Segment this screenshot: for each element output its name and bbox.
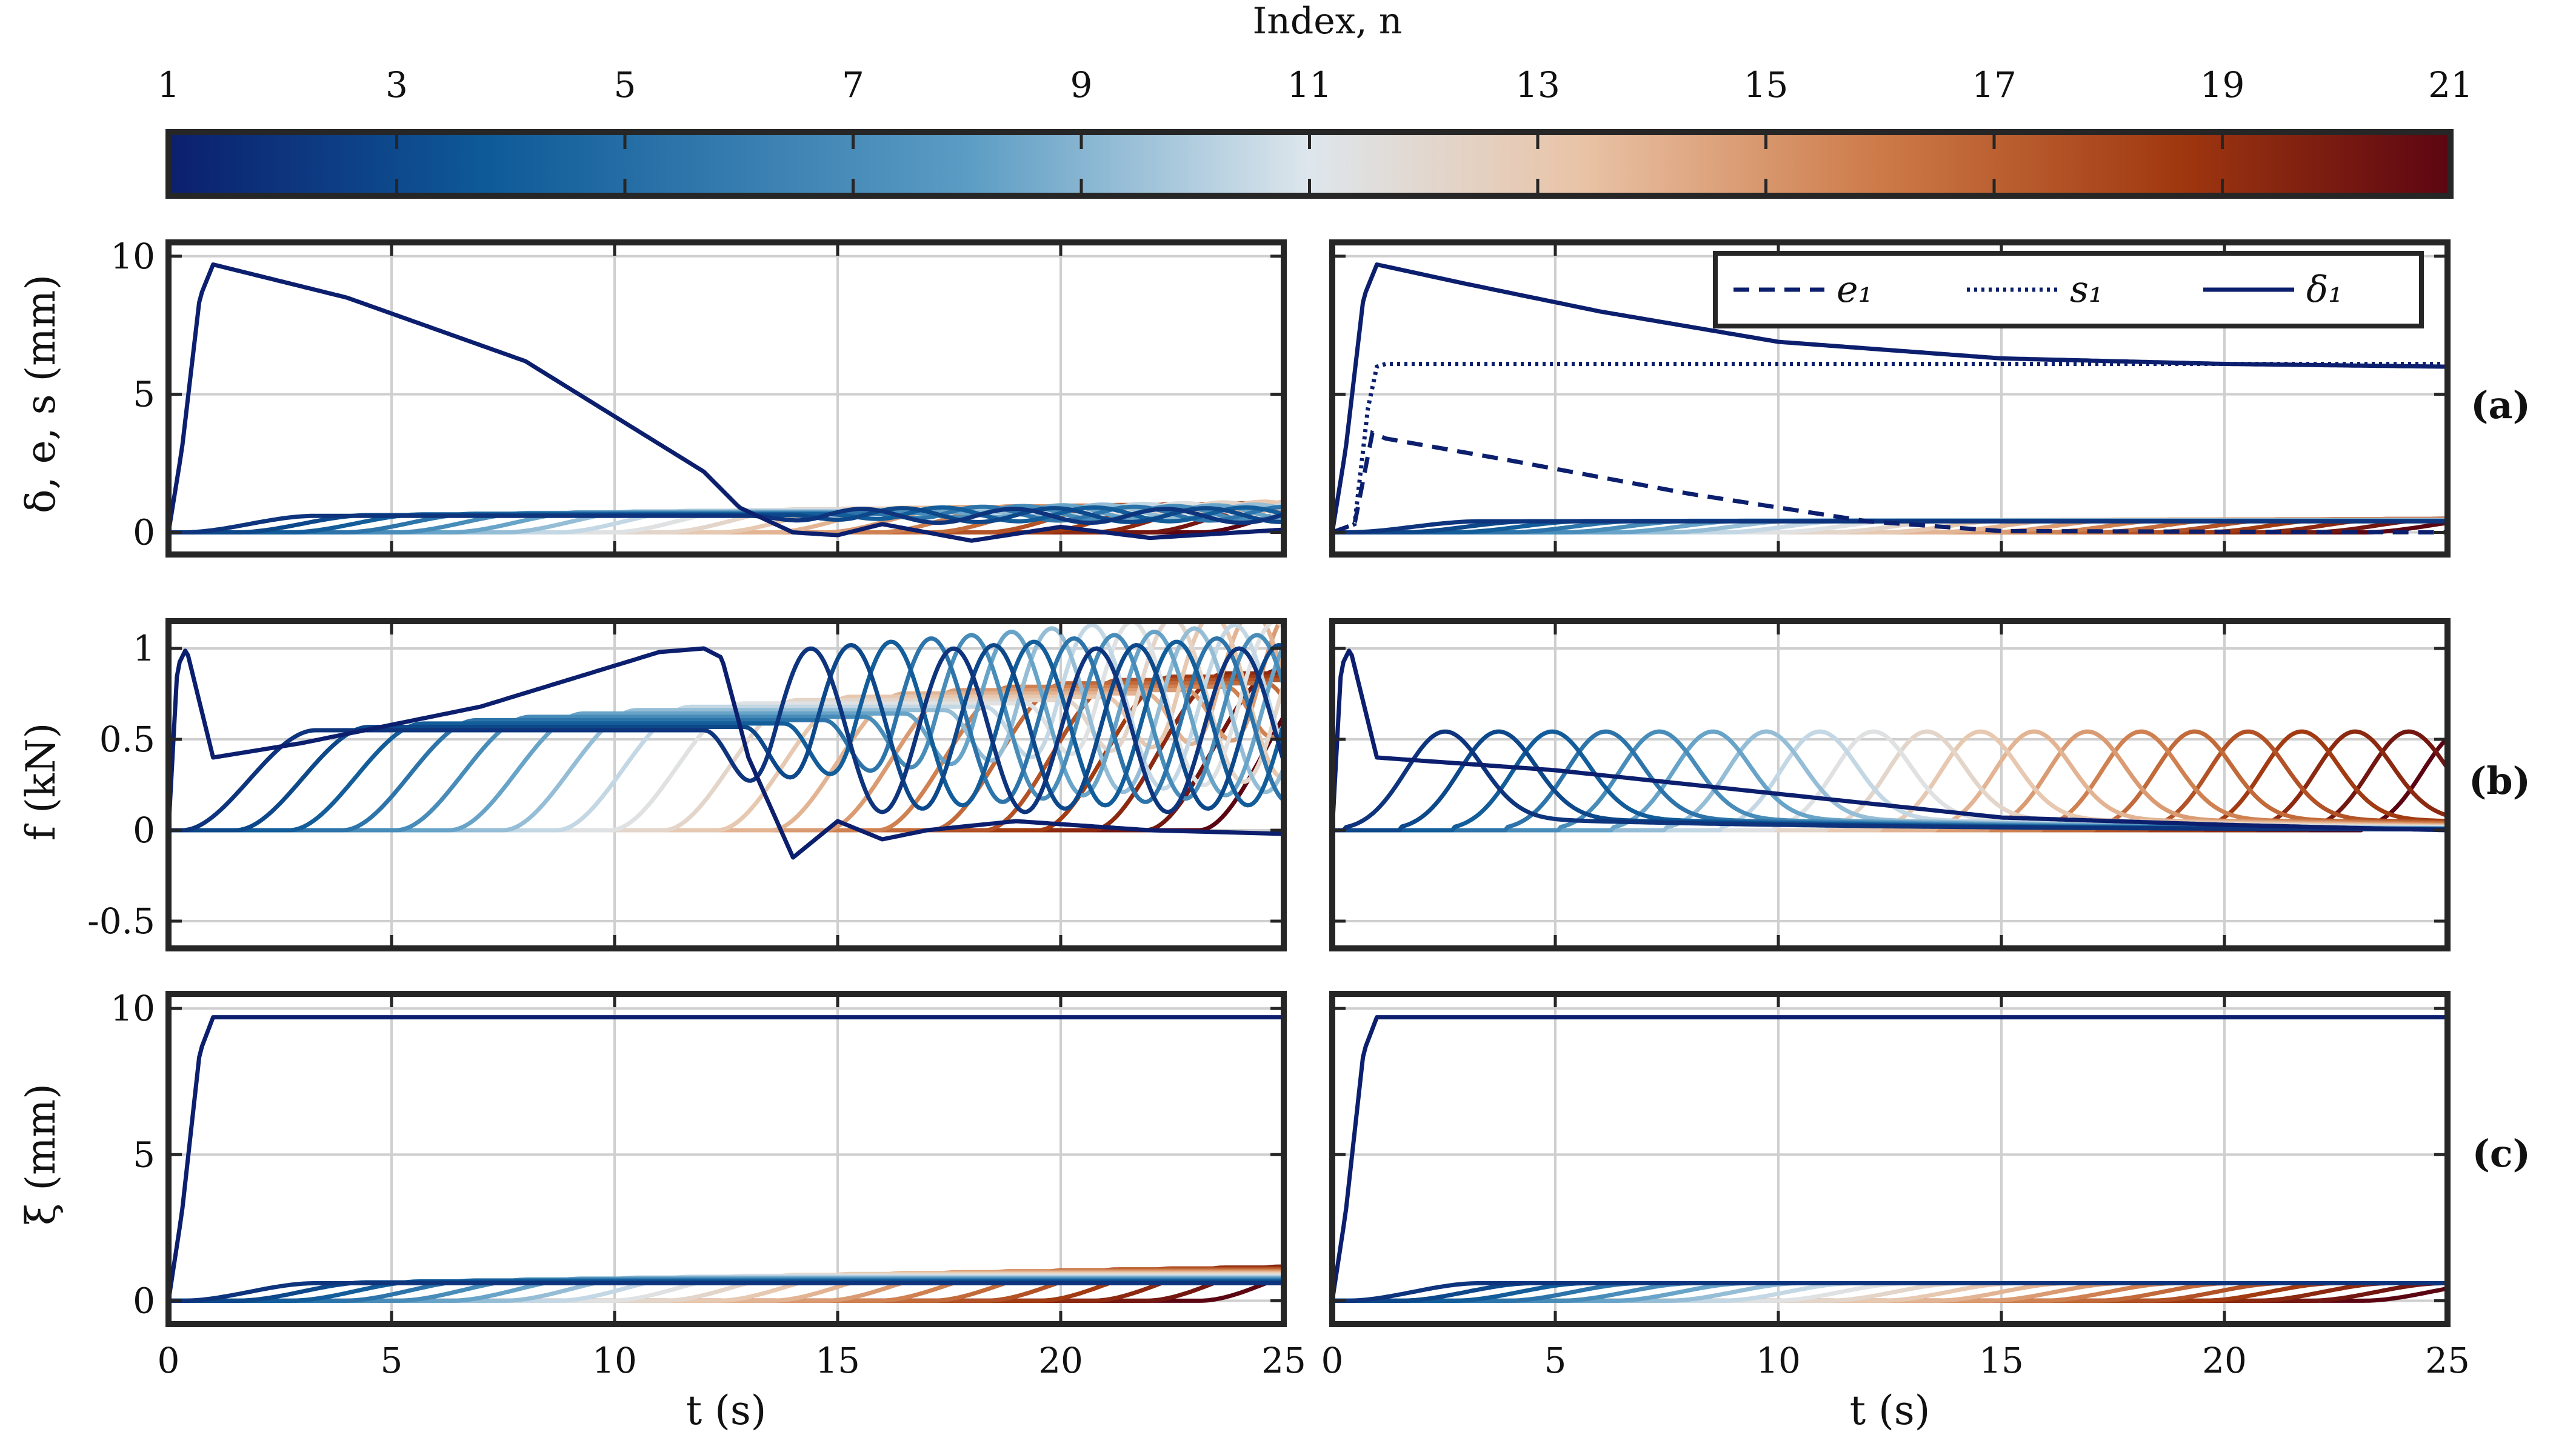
colorbar-tick-label: 9 [1070,64,1093,105]
series-line-n5 [169,636,1284,833]
legend-box [1713,251,2424,328]
x-tick-label: 15 [1979,1340,2024,1381]
axes-frame [165,239,1287,558]
x-tick-label: 0 [1321,1340,1344,1381]
series-group [169,621,1284,860]
x-tick-label: 20 [2202,1340,2247,1381]
x-tick-label: 5 [1544,1340,1567,1381]
x-tick-label: 10 [1756,1340,1801,1381]
x-tick-label: 0 [158,1340,180,1381]
y-tick-label: 5 [133,1134,155,1175]
axes-frame [1329,991,2451,1327]
axis-ticks [1330,242,2449,554]
axes-frame [165,618,1287,951]
xlabel-left: t (s) [686,1387,767,1432]
y-tick-label: 0 [133,512,155,553]
axis-ticks: -0.5 0 0.5 1 [87,621,1286,948]
x-tick-label: 20 [1038,1340,1083,1381]
colorbar-tick-label: 7 [842,64,864,105]
colorbar-tick-label: 19 [2200,64,2245,105]
row-tag-a: (a) [2471,383,2531,427]
x-tick-label: 25 [1261,1340,1306,1381]
colorbar-tick-label: 15 [1744,64,1789,105]
series-line-n1 [169,262,1284,543]
y-tick-label: 0 [133,810,155,851]
series-group [169,1015,1284,1303]
y-tick-label: 10 [110,236,155,277]
series-line-n1 [1332,1015,2448,1301]
axes-frame [165,991,1287,1327]
panel-c-right: 0 5 10 15 20 25 [1321,991,2470,1381]
y-tick-label: -0.5 [87,901,155,942]
y-tick-label: 5 [133,374,155,415]
ylabel-row-a: δ, e, s (mm) [18,275,64,513]
axis-ticks: 0 5 10 [110,236,1286,554]
ylabel-row-b: f (kN) [18,723,64,841]
x-tick-label: 15 [815,1340,860,1381]
series-line-n1 [169,646,1284,860]
series-line-n2 [1332,1281,2448,1303]
panel-a-left: 0 5 10 [110,236,1287,558]
y-tick-label: 0.5 [99,719,155,760]
series-line-n2 [169,507,1284,535]
row-tag-c: (c) [2472,1131,2531,1176]
series-line-s1 [1332,362,2448,535]
panel-b-left: -0.5 0 0.5 1 [87,618,1287,951]
series-group [169,262,1284,543]
colorbar-tick-label: 3 [385,64,408,105]
axis-ticks: 0 5 10 15 20 25 0 5 10 [110,988,1306,1381]
panel-b-right [1329,618,2451,951]
series-line-n6 [169,633,1284,833]
series-group [1332,1015,2448,1303]
series-line-n1 [1332,262,2448,533]
series-group [1332,262,2448,535]
panel-c-left: 0 5 10 15 20 25 0 5 10 [110,988,1306,1381]
y-tick-label: 1 [133,628,155,669]
x-tick-label: 25 [2425,1340,2470,1381]
legend-label-delta: δ₁ [2306,268,2343,311]
gridlines [1332,621,2448,948]
colorbar-title: Index, n [1253,0,1403,42]
x-tick-label: 10 [592,1340,637,1381]
colorbar-tick-label: 5 [614,64,636,105]
xlabel-right: t (s) [1850,1387,1930,1432]
axes-frame [1329,618,2451,951]
series-line-n4 [169,639,1284,833]
colorbar-tick-label: 13 [1515,64,1560,105]
colorbar-tick-label: 1 [158,64,180,105]
gridlines [1332,994,2448,1324]
colorbar-tick-label: 11 [1287,64,1332,105]
series-line-e1 [1332,430,2448,535]
legend-label-e: e₁ [1837,268,1873,311]
axis-ticks: 0 5 10 15 20 25 [1321,994,2470,1381]
series-line-n2 [169,1281,1284,1303]
legend: e₁ s₁ δ₁ [1713,251,2424,328]
colorbar-tick-labels: 1 3 5 7 9 11 13 15 17 19 21 [158,64,2473,105]
y-tick-label: 0 [133,1280,155,1321]
row-tag-b: (b) [2469,759,2531,803]
series-line-n2 [1332,729,2448,833]
series-line-n1 [1332,648,2448,833]
y-tick-label: 10 [110,988,155,1029]
colorbar-tick-label: 21 [2428,64,2473,105]
axis-ticks [1330,621,2449,948]
x-tick-label: 5 [381,1340,403,1381]
series-line-n1 [169,1015,1284,1301]
axes-frame [1329,239,2451,558]
ylabel-row-c: ξ (mm) [18,1084,64,1225]
colorbar-frame [165,129,2454,199]
colorbar-tick-label: 17 [1972,64,2017,105]
legend-label-s: s₁ [2070,268,2103,311]
colorbar: Index, n 1 3 5 7 9 11 13 15 17 19 21 [158,0,2473,199]
series-group [1332,648,2448,833]
